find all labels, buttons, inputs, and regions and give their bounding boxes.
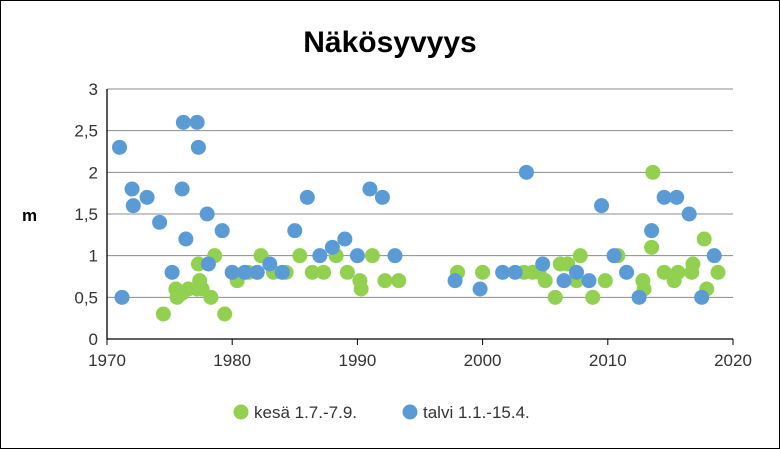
summer-point [656,264,672,280]
winter-point [631,289,647,305]
winter-point [324,239,340,255]
winter-point [124,181,140,197]
summer-point [644,239,660,255]
winter-point [556,273,572,289]
winter-point [581,273,597,289]
summer-point [339,264,355,280]
summer-point [203,289,219,305]
winter-point [175,114,191,130]
legend-marker [233,404,249,420]
x-tick-label: 1980 [213,351,251,370]
legend-item-0: kesä 1.7.-7.9. [233,403,357,422]
winter-point [214,223,230,239]
winter-point [139,189,155,205]
winter-point [299,189,315,205]
winter-point [374,189,390,205]
winter-point [152,214,168,230]
x-tick-label: 2000 [464,351,502,370]
summer-point [585,289,601,305]
data-points [112,114,726,322]
y-tick-label: 2 [89,163,98,182]
legend-label: talvi 1.1.-15.4. [423,403,530,422]
winter-point [507,264,523,280]
summer-point [217,306,233,322]
y-axis-label: m [22,206,37,225]
winter-point [535,256,551,272]
winter-point [619,264,635,280]
winter-point [518,164,534,180]
summer-point [475,264,491,280]
winter-point [606,248,622,264]
winter-point [681,206,697,222]
summer-point [155,306,171,322]
x-tick-label: 2020 [714,351,752,370]
winter-point [200,256,216,272]
x-tick-label: 1970 [88,351,126,370]
winter-point [114,289,130,305]
winter-point [312,248,328,264]
y-tick-label: 3 [89,80,98,99]
x-tick-label: 2010 [589,351,627,370]
winter-point [669,189,685,205]
legend-marker [402,404,418,420]
summer-point [391,273,407,289]
legend-item-1: talvi 1.1.-15.4. [402,403,530,422]
winter-point [656,189,672,205]
summer-point [696,231,712,247]
winter-point [190,139,206,155]
y-tick-label: 0 [89,330,98,349]
winter-point [224,264,240,280]
summer-point [670,264,686,280]
y-tick-labels: 0 0,5 1 1,5 2 2,5 3 [74,80,98,349]
y-tick-label: 0,5 [74,288,98,307]
winter-point [706,248,722,264]
winter-point [472,281,488,297]
winter-point [387,248,403,264]
y-tick-label: 1,5 [74,205,98,224]
summer-point [353,281,369,297]
chart-title: Näkösyvyys [303,26,476,59]
winter-point [237,264,253,280]
summer-point [547,289,563,305]
winter-point [337,231,353,247]
winter-point [594,198,610,214]
summer-point [710,264,726,280]
winter-point [174,181,190,197]
summer-point [572,248,588,264]
winter-point [287,223,303,239]
summer-point [304,264,320,280]
winter-point [349,248,365,264]
winter-point [694,289,710,305]
summer-point [377,273,393,289]
winter-point [164,264,180,280]
winter-point [112,139,128,155]
summer-point [364,248,380,264]
summer-point [316,264,332,280]
x-tick-labels: 1970 1980 1990 2000 2010 2020 [88,351,752,370]
winter-point [199,206,215,222]
y-tick-label: 1 [89,247,98,266]
summer-point [292,248,308,264]
winter-point [249,264,265,280]
winter-point [189,114,205,130]
summer-point [685,256,701,272]
winter-point [495,264,511,280]
series-1 [112,114,722,305]
winter-point [274,264,290,280]
summer-point [597,273,613,289]
x-tick-label: 1990 [338,351,376,370]
winter-point [569,264,584,280]
winter-point [447,273,463,289]
legend: kesä 1.7.-7.9. talvi 1.1.-15.4. [233,403,530,422]
summer-point [645,164,661,180]
winter-point [178,231,194,247]
y-tick-label: 2,5 [74,122,98,141]
summer-point [537,273,553,289]
legend-label: kesä 1.7.-7.9. [254,403,357,422]
winter-point [644,223,660,239]
winter-point [362,181,378,197]
winter-point [262,256,278,272]
winter-point [125,198,141,214]
